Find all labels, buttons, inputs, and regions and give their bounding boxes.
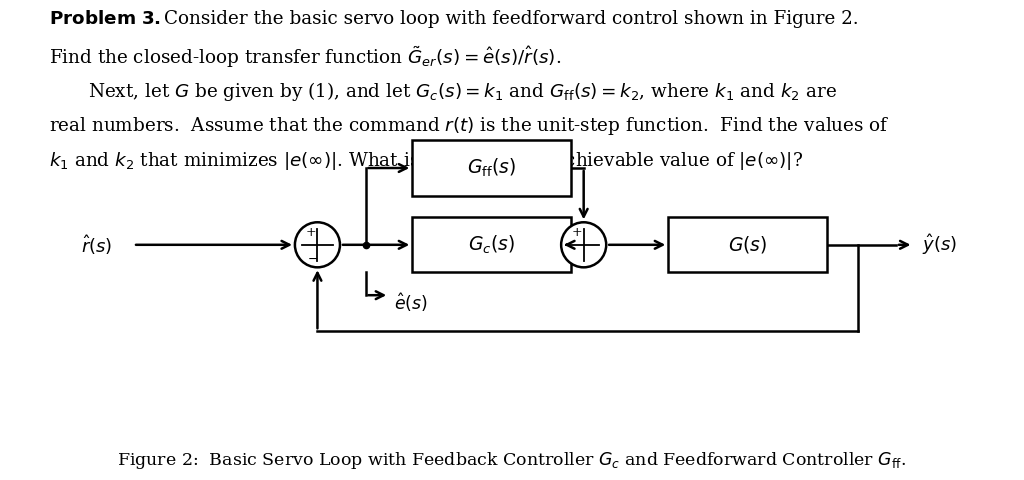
- Text: Find the closed-loop transfer function $\tilde{G}_{er}(s) = \hat{e}(s)/\hat{r}(s: Find the closed-loop transfer function $…: [49, 45, 561, 71]
- Bar: [412, 140, 571, 196]
- Text: $\mathbf{Problem\ 3.}$: $\mathbf{Problem\ 3.}$: [49, 10, 161, 28]
- Text: +: +: [571, 226, 583, 239]
- Text: $\hat{r}(s)$: $\hat{r}(s)$: [81, 233, 113, 257]
- Text: Consider the basic servo loop with feedforward control shown in Figure 2.: Consider the basic servo loop with feedf…: [164, 10, 858, 28]
- Text: real numbers.  Assume that the command $r(t)$ is the unit-step function.  Find t: real numbers. Assume that the command $r…: [49, 115, 890, 137]
- Bar: [412, 217, 571, 273]
- Text: Next, let $G$ be given by (1), and let $G_c(s) = k_1$ and $G_{\mathrm{ff}}(s) = : Next, let $G$ be given by (1), and let $…: [88, 80, 837, 103]
- Ellipse shape: [561, 222, 606, 267]
- Text: $\hat{e}(s)$: $\hat{e}(s)$: [394, 291, 428, 314]
- Text: Figure 2:  Basic Servo Loop with Feedback Controller $G_c$ and Feedforward Contr: Figure 2: Basic Servo Loop with Feedback…: [118, 450, 906, 471]
- Text: $k_1$ and $k_2$ that minimizes $|e(\infty)|$. What is the minimum achievable val: $k_1$ and $k_2$ that minimizes $|e(\inft…: [49, 150, 803, 172]
- Text: $G_c(s)$: $G_c(s)$: [468, 234, 515, 256]
- Text: +: +: [305, 226, 316, 239]
- Text: $G_{\mathrm{ff}}(s)$: $G_{\mathrm{ff}}(s)$: [467, 157, 516, 179]
- Ellipse shape: [295, 222, 340, 267]
- Bar: [668, 217, 827, 273]
- Text: $-$: $-$: [307, 252, 318, 265]
- Text: $\hat{y}(s)$: $\hat{y}(s)$: [922, 232, 956, 257]
- Text: $G(s)$: $G(s)$: [728, 234, 767, 255]
